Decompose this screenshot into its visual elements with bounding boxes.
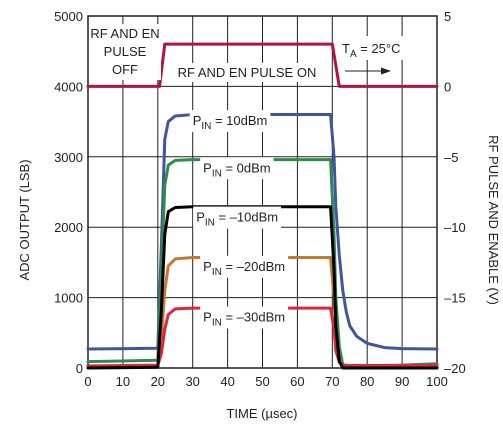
y-tick-label: 5000 (54, 9, 83, 24)
pin-label-p10_val: PIN = 10dBm (193, 113, 268, 132)
x-tick-label: 50 (255, 374, 269, 389)
series-line-pulse (86, 42, 439, 88)
pin-label-bg (200, 306, 289, 329)
pin-label-bg (200, 157, 274, 180)
y2-tick-label: –15 (444, 291, 466, 306)
annotations: RF AND EN PULSE OFF RF AND EN PULSE ON T… (89, 24, 424, 329)
pin-label-pm20_val: PIN = –20dBm (203, 259, 285, 278)
x-tick-label: 20 (151, 374, 165, 389)
y2-axis-title: RF PULSE AND ENABLE (V) (486, 135, 501, 305)
annotation-temperature: TA = 25°C (342, 41, 401, 60)
pin-label-pm30_val: PIN = –30dBm (203, 310, 285, 329)
pin-label-bg (193, 206, 282, 229)
x-tick-label: 0 (84, 374, 91, 389)
x-tick-label: 80 (360, 374, 374, 389)
pin-label-bg (189, 110, 271, 133)
x-tick-label: 30 (185, 374, 199, 389)
y2-tick-label: –5 (444, 150, 458, 165)
y2-tick-label: 0 (444, 79, 451, 94)
y2-tick-label: 5 (444, 9, 451, 24)
annotation-rf-off-line2: PULSE (104, 44, 147, 59)
y-tick-label: 3000 (54, 150, 83, 165)
y-tick-label: 4000 (54, 79, 83, 94)
x-tick-label: 10 (116, 374, 130, 389)
pin-label-pm10_val: PIN = –10dBm (196, 210, 278, 229)
pin-label-p0_val: PIN = 0dBm (203, 160, 270, 179)
pin-label-bg (200, 255, 289, 278)
y-tick-label: 2000 (54, 220, 83, 235)
y-tick-label: 0 (76, 361, 83, 376)
tick-labels: 0 10 20 30 40 50 60 70 80 90 100010002000300040005… (54, 9, 466, 389)
y2-tick-label: –20 (444, 361, 466, 376)
x-tick-label: 60 (290, 374, 304, 389)
x-tick-label: 100 (426, 374, 448, 389)
y-axis-title: ADC OUTPUT (LSB) (17, 159, 32, 280)
x-tick-label: 70 (325, 374, 339, 389)
x-tick-label: 90 (395, 374, 409, 389)
plot-frame (87, 15, 438, 369)
x-tick-label: 40 (220, 374, 234, 389)
x-axis-title: TIME (µsec) (226, 406, 297, 421)
annotation-rf-off-line1: RF AND EN (90, 26, 159, 41)
series-line-p10 (86, 113, 439, 351)
annotation-rf-on: RF AND EN PULSE ON (178, 65, 317, 80)
arrowhead-icon (381, 67, 391, 75)
y2-tick-label: –10 (444, 220, 466, 235)
annotation-rf-off-line3: OFF (112, 62, 138, 77)
y-tick-label: 1000 (54, 291, 83, 306)
